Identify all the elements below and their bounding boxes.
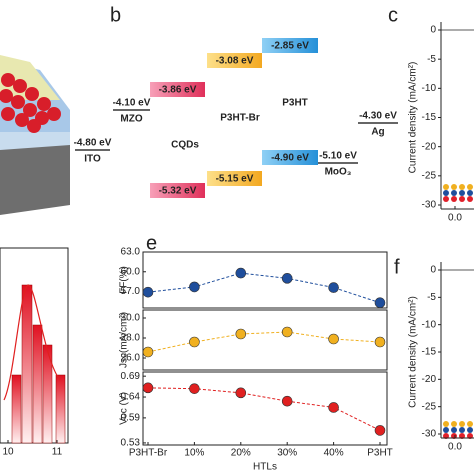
y-axis-label: Current density (mA/cm²)	[408, 62, 419, 174]
histogram-illustration	[0, 247, 69, 444]
y-tick-label: 0	[430, 265, 436, 276]
y-tick-label: -25	[422, 170, 437, 181]
material-label: MoO₃	[325, 167, 352, 178]
panel-label: c	[388, 4, 398, 26]
energy-label: -4.90 eV	[271, 153, 309, 164]
y-tick-label: -5	[427, 54, 436, 65]
x-tick-label: P3HT-Br	[129, 448, 168, 459]
y-axis-label: Current density (mA/cm²)	[408, 296, 419, 408]
data-point	[328, 282, 339, 293]
curve-markers-f	[443, 421, 473, 439]
data-point	[235, 328, 247, 340]
x-tick-label: 10	[2, 447, 14, 458]
data-point	[281, 273, 293, 284]
y-tick-label: -30	[422, 429, 437, 440]
panel-label: f	[394, 256, 400, 278]
y-tick-label: -10	[422, 83, 437, 94]
y-tick-label: -20	[422, 141, 437, 152]
y-tick-label: 26.0	[121, 353, 141, 364]
energy-box	[150, 183, 205, 198]
energy-label: -5.10 eV	[319, 151, 357, 162]
y-tick-label: -5	[427, 292, 436, 303]
data-point	[374, 297, 386, 309]
data-point	[281, 326, 293, 338]
x-tick-label: 11	[52, 447, 63, 458]
energy-label: -4.30 eV	[359, 111, 397, 122]
x-axis-label: HTLs	[253, 462, 277, 473]
data-point	[189, 281, 200, 293]
y-tick-label: -15	[422, 347, 437, 358]
energy-label: -4.80 eV	[74, 138, 112, 149]
series-line	[147, 272, 381, 304]
series-line	[147, 331, 381, 353]
data-point	[328, 333, 339, 345]
panel-label: b	[110, 4, 121, 26]
energy-label: -3.08 eV	[216, 56, 254, 67]
material-label: P3HT	[282, 98, 308, 109]
y-tick-label: 0.64	[121, 392, 141, 403]
y-tick-label: -30	[422, 200, 437, 211]
material-label: P3HT-Br	[220, 113, 260, 124]
energy-box	[262, 150, 318, 165]
y-tick-label: 0.53	[121, 438, 141, 449]
x-tick-label: P3HT	[367, 448, 393, 459]
energy-label: -5.15 eV	[216, 174, 254, 185]
y-axis-label: FF(%)	[119, 266, 130, 294]
plot-frame	[142, 309, 388, 371]
energy-label: -2.85 eV	[271, 41, 309, 52]
curve-markers-c	[443, 184, 473, 202]
data-point	[328, 402, 339, 413]
y-tick-label: 28.0	[121, 333, 141, 344]
y-tick-label: 0.69	[121, 371, 141, 382]
energy-label: -5.32 eV	[159, 186, 197, 197]
data-point	[235, 387, 247, 399]
y-tick-label: 60.0	[121, 266, 141, 277]
energy-box	[150, 82, 205, 97]
y-tick-label: 0.59	[121, 413, 141, 424]
y-axis-label: Jsc(mA/cm²)	[119, 312, 130, 368]
y-tick-label: -25	[422, 401, 437, 412]
energy-box	[207, 53, 262, 68]
data-point	[189, 383, 200, 394]
material-label: Ag	[371, 127, 384, 138]
y-tick-label: 30.0	[121, 313, 141, 324]
data-point	[189, 336, 200, 348]
x-tick-label: 0.0	[448, 442, 462, 453]
y-axis-label: Voc (V)	[119, 392, 130, 425]
y-tick-label: 57.0	[121, 286, 141, 297]
data-point	[235, 267, 247, 279]
y-tick-label: -10	[422, 319, 437, 330]
material-label: CQDs	[171, 140, 199, 151]
data-point	[281, 395, 293, 407]
x-tick-label: 30%	[277, 448, 297, 459]
y-tick-label: 0	[430, 25, 436, 36]
data-point	[142, 286, 154, 298]
x-tick-label: 10%	[184, 448, 204, 459]
energy-box	[207, 171, 262, 186]
energy-box	[262, 38, 318, 53]
data-point	[142, 382, 154, 394]
energy-label: -3.86 eV	[159, 85, 197, 96]
panel-label: e	[146, 232, 157, 254]
material-label: ITO	[84, 154, 101, 165]
material-label: MZO	[120, 114, 142, 125]
series-line	[147, 387, 381, 431]
data-point	[374, 425, 386, 436]
device-illustration	[0, 55, 70, 215]
plot-frame	[142, 251, 388, 309]
y-tick-label: -15	[422, 112, 437, 123]
x-tick-label: 20%	[231, 448, 251, 459]
plot-frame	[142, 371, 388, 446]
y-tick-label: -20	[422, 374, 437, 385]
data-point	[374, 336, 386, 348]
x-tick-label: 40%	[324, 448, 344, 459]
energy-label: -4.10 eV	[113, 98, 151, 109]
data-point	[142, 346, 154, 358]
y-tick-label: 63.0	[121, 247, 141, 258]
x-tick-label: 0.0	[448, 213, 462, 224]
